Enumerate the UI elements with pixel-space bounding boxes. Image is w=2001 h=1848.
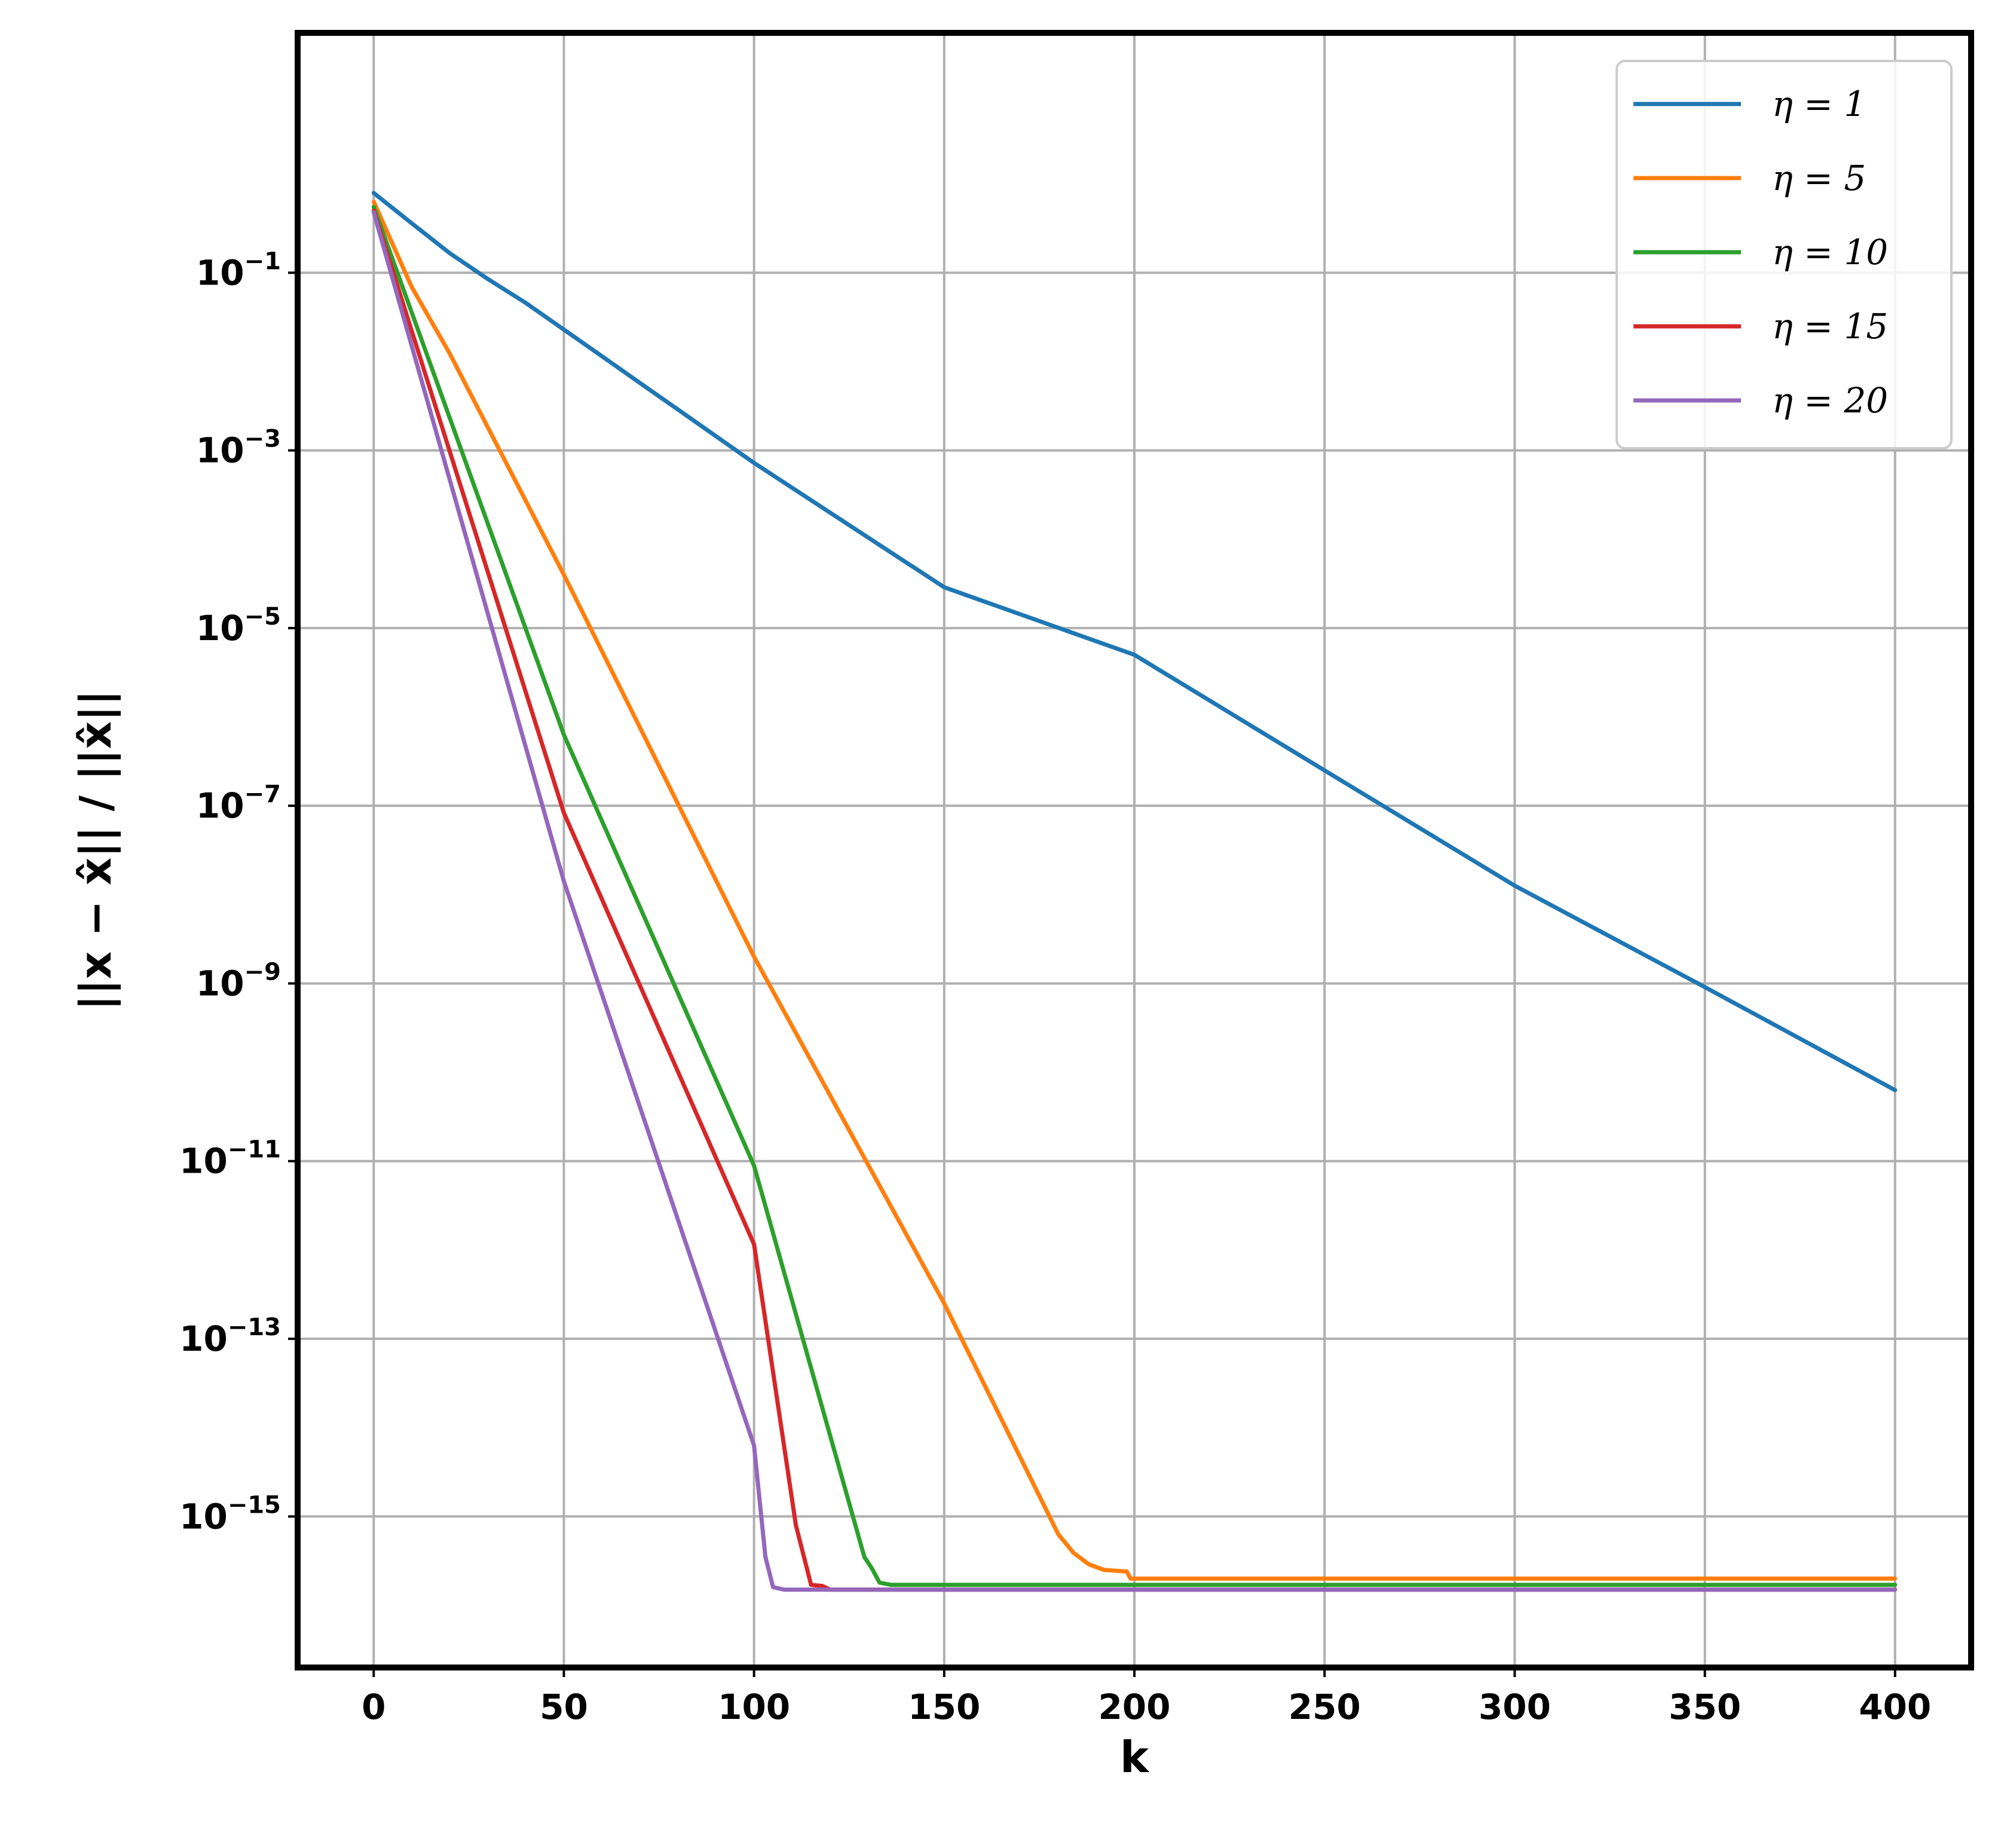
y-tick-label: 10−5	[196, 603, 281, 648]
series-line	[371, 191, 1898, 1093]
x-tick-label: 100	[718, 1687, 790, 1727]
x-tick-label: 50	[540, 1687, 588, 1727]
legend-label: η = 5	[1772, 158, 1866, 198]
x-tick-label: 200	[1098, 1687, 1170, 1727]
y-axis-label: ||x − x̂|| / ||x̂||	[71, 690, 121, 1011]
x-tick-label: 300	[1479, 1687, 1551, 1727]
y-tick-label: 10−3	[196, 426, 281, 471]
y-axis-ticks: 10−1 10−3 10−5 10−7 10−9 10−11 10−13 10−15	[179, 247, 298, 1537]
legend-label: η = 15	[1772, 306, 1888, 347]
y-tick-label: 10−1	[196, 247, 281, 293]
legend: η = 1 η = 5 η = 10 η = 15 η = 20	[1616, 60, 1953, 449]
x-axis-label: k	[1120, 1732, 1150, 1782]
x-tick-label: 250	[1289, 1687, 1361, 1727]
y-tick-label: 10−15	[179, 1491, 281, 1537]
x-tick-label: 350	[1669, 1687, 1741, 1727]
y-tick-label: 10−11	[179, 1136, 281, 1182]
legend-label: η = 1	[1772, 84, 1866, 124]
y-tick-label: 10−7	[196, 781, 281, 826]
x-tick-label: 400	[1859, 1687, 1931, 1727]
series-line	[371, 200, 1898, 1581]
y-tick-label: 10−9	[196, 958, 281, 1003]
legend-box	[1616, 60, 1953, 449]
y-tick-label: 10−13	[179, 1314, 281, 1359]
plot-series	[371, 191, 1898, 1592]
x-tick-label: 0	[362, 1687, 385, 1727]
series-line	[371, 204, 1898, 1587]
x-tick-label: 150	[908, 1687, 980, 1727]
legend-label: η = 10	[1772, 232, 1888, 273]
series-line	[371, 210, 1898, 1592]
x-axis-ticks: 0 50 100 150 200 250 300 350 400	[362, 1668, 1931, 1727]
legend-label: η = 20	[1772, 380, 1888, 421]
grid-lines	[298, 33, 1971, 1668]
